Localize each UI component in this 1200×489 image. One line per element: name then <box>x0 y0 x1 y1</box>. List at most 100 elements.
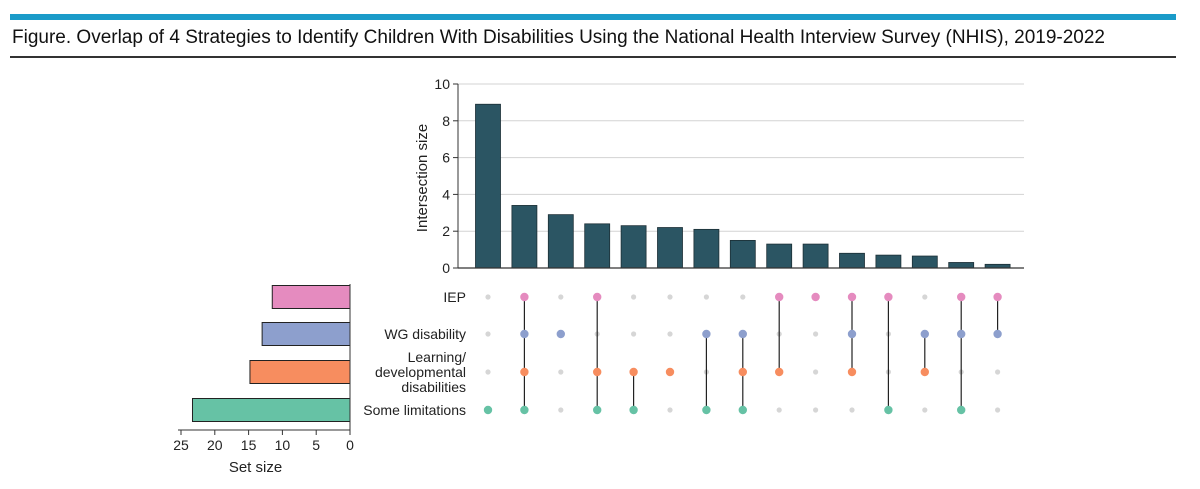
matrix-filled-dot <box>520 405 529 415</box>
matrix-empty-dot <box>667 294 673 300</box>
set-labels: IEP WG disability Learning/developmentaldi… <box>363 289 466 418</box>
matrix-filled-dot <box>702 329 711 339</box>
matrix-empty-dot <box>485 369 491 375</box>
intersection-bar <box>511 205 538 269</box>
matrix-filled-dot <box>593 405 602 415</box>
set-size-axis-label: Set size <box>229 459 282 476</box>
top-accent-rule <box>10 14 1176 20</box>
matrix-filled-dot <box>520 367 529 377</box>
matrix-filled-dot <box>593 367 602 377</box>
matrix-filled-dot <box>738 329 747 339</box>
matrix-filled-dot <box>775 367 784 377</box>
matrix-filled-dot <box>520 292 529 302</box>
matrix-empty-dot <box>849 407 855 413</box>
intersection-bar <box>657 227 683 269</box>
matrix-filled-dot <box>847 367 857 377</box>
matrix-filled-dot <box>884 405 893 415</box>
matrix-empty-dot <box>558 369 564 375</box>
matrix-filled-dot <box>775 292 784 302</box>
matrix-empty-dot <box>485 331 491 337</box>
intersection-bar <box>729 239 756 269</box>
set-size-tick-label: 25 <box>173 437 189 453</box>
matrix-empty-dot <box>995 369 1001 375</box>
set-size-tick-label: 15 <box>241 437 257 453</box>
set-size-bar <box>191 398 351 422</box>
intersection-bar <box>693 228 720 269</box>
matrix-empty-dot <box>558 407 564 413</box>
set-size-tick-label: 10 <box>275 437 291 453</box>
y-axis-label: Intersection size <box>414 124 431 232</box>
intersection-bar <box>475 103 501 269</box>
matrix-filled-dot <box>920 329 929 339</box>
title-rule <box>10 56 1176 58</box>
set-size-axis: 25 20 15 10 5 0 Set size <box>173 284 354 476</box>
matrix-empty-dot <box>703 294 710 300</box>
intersection-bar <box>584 223 611 269</box>
matrix-filled-dot <box>629 405 638 415</box>
y-tick-label: 10 <box>434 76 450 92</box>
intersection-bar <box>875 254 902 269</box>
matrix-filled-dot <box>738 405 747 415</box>
intersection-bar <box>547 214 574 269</box>
matrix-filled-dot <box>847 329 857 339</box>
intersection-bar <box>948 262 975 269</box>
y-tick-label: 4 <box>442 186 450 202</box>
matrix-filled-dot <box>738 367 747 377</box>
intersection-bars <box>475 103 1011 269</box>
intersection-bar <box>766 243 793 269</box>
set-label: disabilities <box>401 379 466 395</box>
matrix-empty-dot <box>922 407 928 413</box>
set-label: WG disability <box>384 326 466 342</box>
matrix-empty-dot <box>631 331 637 337</box>
set-label: IEP <box>443 289 466 305</box>
set-size-tick-label: 20 <box>207 437 223 453</box>
matrix-filled-dot <box>957 405 966 415</box>
y-tick-label: 0 <box>442 260 450 276</box>
matrix-filled-dot <box>920 367 929 377</box>
set-label: Some limitations <box>363 402 466 418</box>
membership-matrix <box>483 292 1002 415</box>
matrix-filled-dot <box>993 292 1002 302</box>
set-size-bar <box>271 285 351 309</box>
matrix-empty-dot <box>813 331 819 337</box>
intersection-bar <box>839 252 865 269</box>
matrix-empty-dot <box>813 407 819 413</box>
set-label: developmental <box>375 364 466 380</box>
matrix-filled-dot <box>702 405 711 415</box>
matrix-empty-dot <box>667 331 673 337</box>
matrix-filled-dot <box>957 292 966 302</box>
y-tick-label: 8 <box>442 113 450 129</box>
matrix-filled-dot <box>629 367 638 377</box>
matrix-empty-dot <box>813 369 819 375</box>
figure-title: Figure. Overlap of 4 Strategies to Ident… <box>12 27 1106 48</box>
set-size-bar <box>261 322 351 346</box>
set-size-tick-label: 5 <box>312 437 320 453</box>
matrix-empty-dot <box>485 294 491 300</box>
matrix-empty-dot <box>631 294 637 300</box>
set-size-bars <box>191 285 351 422</box>
y-tick-label: 6 <box>442 150 450 166</box>
matrix-empty-dot <box>922 294 928 300</box>
gridlines <box>458 83 1024 232</box>
matrix-filled-dot <box>665 367 675 377</box>
matrix-filled-dot <box>593 292 602 302</box>
set-label: Learning/ <box>408 349 466 365</box>
intersection-bar <box>620 225 647 269</box>
matrix-empty-dot <box>558 294 564 300</box>
set-size-bar <box>249 360 351 384</box>
matrix-empty-dot <box>776 407 782 413</box>
matrix-filled-dot <box>520 329 529 339</box>
matrix-filled-dot <box>811 292 820 302</box>
y-axis: 0 2 4 6 8 10 Intersection size <box>414 76 1024 276</box>
matrix-filled-dot <box>993 329 1002 339</box>
matrix-filled-dot <box>884 292 893 302</box>
matrix-filled-dot <box>556 329 565 339</box>
y-tick-label: 2 <box>442 223 450 239</box>
matrix-filled-dot <box>847 292 857 302</box>
matrix-empty-dot <box>667 407 673 413</box>
matrix-filled-dot <box>483 405 493 415</box>
set-size-tick-label: 0 <box>346 437 354 453</box>
intersection-bar <box>911 255 938 269</box>
intersection-bar <box>802 243 829 269</box>
